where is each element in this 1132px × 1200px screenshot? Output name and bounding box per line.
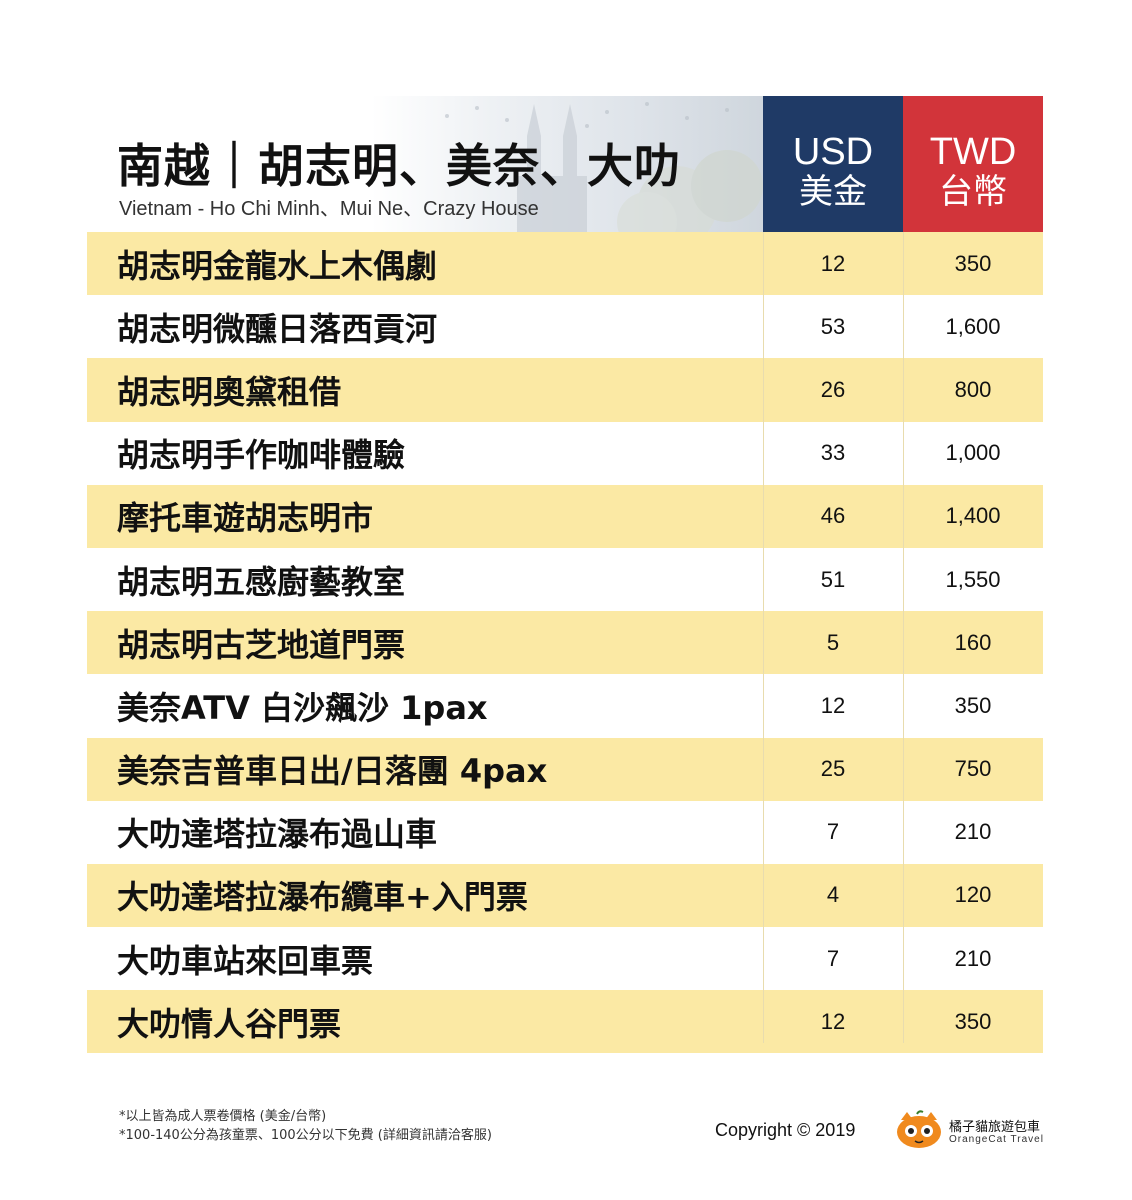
item-name: 大叻情人谷門票 bbox=[117, 1004, 342, 1043]
table-row: 美奈吉普車日出/日落團 4pax 25 750 bbox=[87, 737, 1043, 801]
twd-label-zh: 台幣 bbox=[939, 172, 1007, 212]
item-name: 胡志明五感廚藝教室 bbox=[117, 562, 406, 601]
copyright-text: Copyright © 2019 bbox=[715, 1120, 856, 1140]
usd-label-zh: 美金 bbox=[799, 172, 867, 212]
usd-price: 51 bbox=[820, 566, 846, 592]
twd-label-en: TWD bbox=[929, 131, 1017, 173]
note-child-price: *100-140公分為孩童票、100公分以下免費 (詳細資訊請洽客服) bbox=[119, 1128, 492, 1143]
usd-column-header: USD 美金 bbox=[763, 96, 903, 232]
item-name: 大叻達塔拉瀑布纜車+入門票 bbox=[117, 878, 528, 917]
usd-price: 4 bbox=[826, 882, 840, 908]
twd-price: 1,000 bbox=[945, 440, 1001, 466]
twd-price: 1,550 bbox=[945, 566, 1001, 592]
price-table: 胡志明金龍水上木偶劇 12 350 胡志明微醺日落西貢河 53 1,600 胡志… bbox=[87, 232, 1043, 1054]
usd-label-en: USD bbox=[792, 131, 874, 173]
usd-price: 7 bbox=[826, 945, 840, 971]
item-name: 胡志明金龍水上木偶劇 bbox=[117, 246, 438, 285]
column-divider bbox=[903, 232, 904, 1043]
twd-price: 160 bbox=[954, 629, 992, 655]
twd-price: 210 bbox=[954, 945, 992, 971]
item-name: 胡志明奧黛租借 bbox=[117, 372, 342, 411]
usd-price: 53 bbox=[820, 313, 846, 339]
item-name: 美奈ATV 白沙飆沙 1pax bbox=[117, 688, 488, 727]
twd-price: 800 bbox=[954, 376, 992, 402]
table-header: 南越｜胡志明、美奈、大叻 Vietnam - Ho Chi Minh、Mui N… bbox=[87, 96, 1043, 232]
usd-price: 33 bbox=[820, 440, 846, 466]
orange-cat-logo-icon bbox=[897, 1110, 941, 1148]
usd-price: 25 bbox=[820, 756, 846, 782]
twd-price: 120 bbox=[954, 882, 992, 908]
item-name: 摩托車遊胡志明市 bbox=[117, 499, 374, 538]
item-name: 胡志明古芝地道門票 bbox=[117, 625, 406, 664]
brand-name-en: OrangeCat Travel bbox=[949, 1134, 1044, 1145]
usd-price: 7 bbox=[826, 819, 840, 845]
twd-price: 350 bbox=[954, 692, 992, 718]
cathedral-background-image bbox=[445, 102, 763, 232]
note-adult-price: *以上皆為成人票卷價格 (美金/台幣) bbox=[119, 1109, 327, 1124]
usd-price: 12 bbox=[820, 1008, 846, 1034]
brand-name-zh: 橘子貓旅遊包車 bbox=[949, 1120, 1041, 1135]
table-row: 大叻達塔拉瀑布纜車+入門票 4 120 bbox=[87, 863, 1043, 928]
table-row: 胡志明金龍水上木偶劇 12 350 bbox=[87, 232, 1043, 296]
twd-price: 750 bbox=[954, 756, 992, 782]
usd-price: 46 bbox=[820, 503, 846, 529]
brand-logo: 橘子貓旅遊包車 OrangeCat Travel bbox=[893, 1110, 1053, 1150]
item-name: 胡志明手作咖啡體驗 bbox=[117, 436, 406, 475]
item-name: 大叻車站來回車票 bbox=[117, 941, 374, 980]
table-row: 大叻達塔拉瀑布過山車 7 210 bbox=[87, 801, 1043, 864]
usd-price: 12 bbox=[820, 250, 846, 276]
twd-column-header: TWD 台幣 bbox=[903, 96, 1043, 232]
twd-price: 210 bbox=[954, 819, 992, 845]
table-row: 大叻情人谷門票 12 350 bbox=[87, 990, 1043, 1054]
twd-price: 350 bbox=[954, 1008, 992, 1034]
page-title: 南越｜胡志明、美奈、大叻 bbox=[117, 139, 681, 193]
table-row: 胡志明奧黛租借 26 800 bbox=[87, 358, 1043, 422]
table-row: 胡志明微醺日落西貢河 53 1,600 bbox=[87, 295, 1043, 358]
usd-price: 12 bbox=[820, 692, 846, 718]
page-subtitle: Vietnam - Ho Chi Minh、Mui Ne、Crazy House bbox=[119, 198, 539, 220]
table-row: 美奈ATV 白沙飆沙 1pax 12 350 bbox=[87, 674, 1043, 737]
table-row: 胡志明五感廚藝教室 51 1,550 bbox=[87, 548, 1043, 611]
footer-notes: *以上皆為成人票卷價格 (美金/台幣) *100-140公分為孩童票、100公分… bbox=[119, 1107, 492, 1145]
column-divider bbox=[763, 232, 764, 1043]
twd-price: 1,400 bbox=[945, 503, 1001, 529]
item-name: 胡志明微醺日落西貢河 bbox=[117, 309, 438, 348]
table-row: 胡志明手作咖啡體驗 33 1,000 bbox=[87, 422, 1043, 485]
table-row: 摩托車遊胡志明市 46 1,400 bbox=[87, 484, 1043, 548]
usd-price: 5 bbox=[826, 629, 840, 655]
table-row: 胡志明古芝地道門票 5 160 bbox=[87, 611, 1043, 675]
twd-price: 350 bbox=[954, 250, 992, 276]
header-banner: 南越｜胡志明、美奈、大叻 Vietnam - Ho Chi Minh、Mui N… bbox=[87, 96, 763, 232]
item-name: 大叻達塔拉瀑布過山車 bbox=[117, 815, 438, 854]
table-row: 大叻車站來回車票 7 210 bbox=[87, 927, 1043, 990]
usd-price: 26 bbox=[820, 376, 846, 402]
item-name: 美奈吉普車日出/日落團 4pax bbox=[117, 752, 548, 791]
twd-price: 1,600 bbox=[945, 313, 1001, 339]
